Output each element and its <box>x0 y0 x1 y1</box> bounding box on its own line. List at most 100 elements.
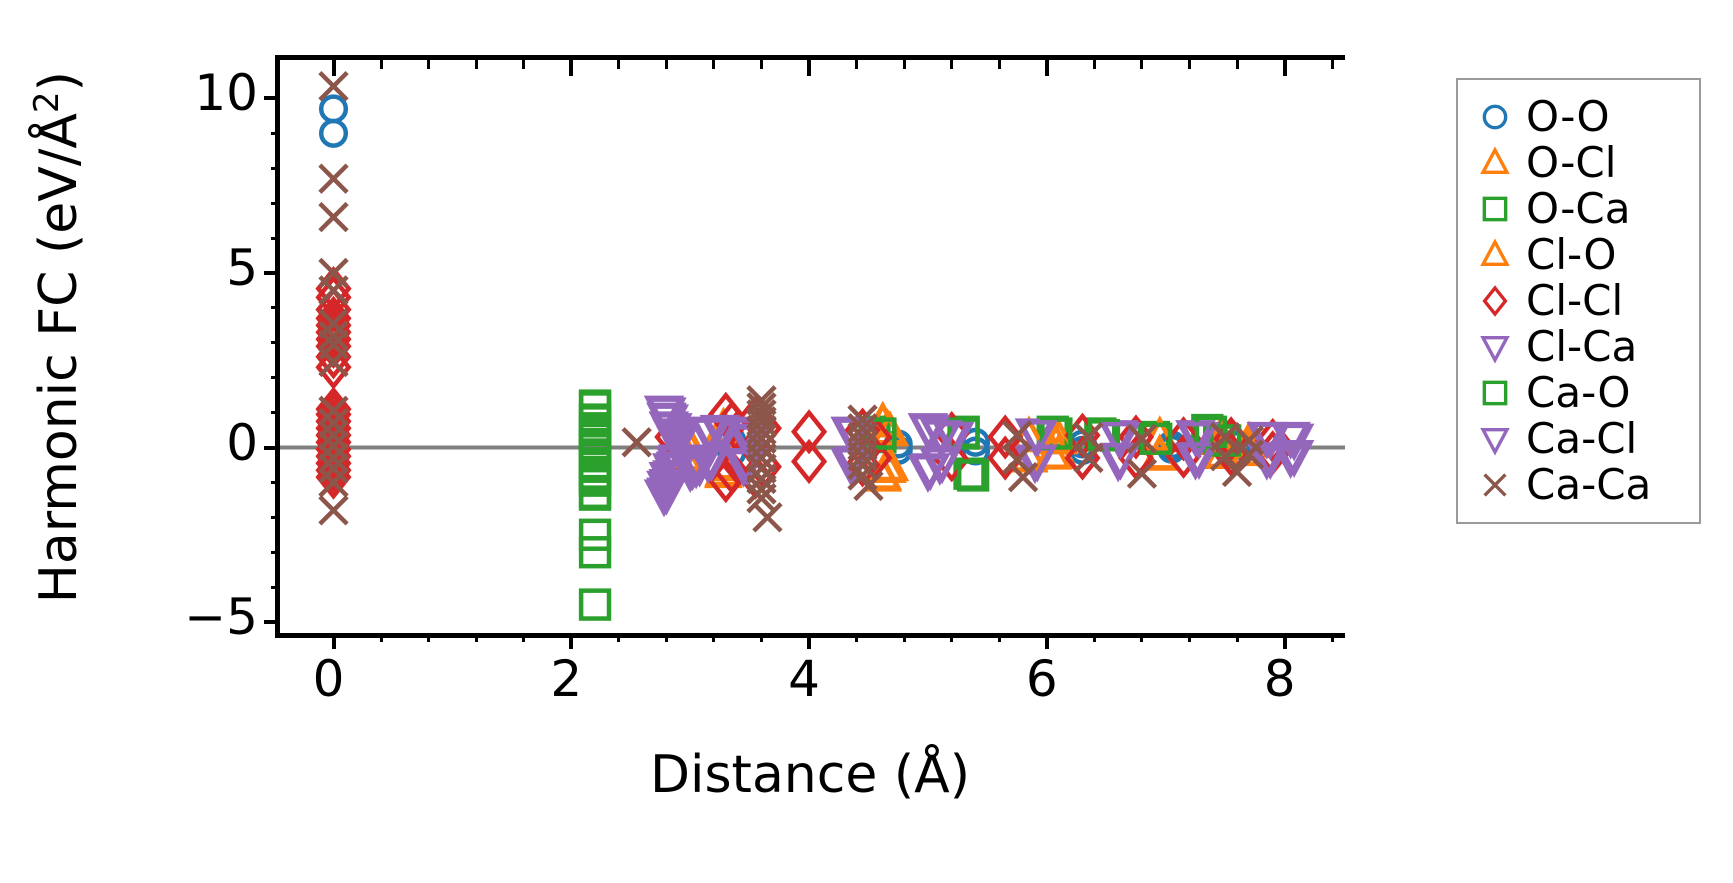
x-tick-minor-top <box>902 60 906 69</box>
y-tick-major <box>264 96 280 101</box>
x-tick-label: 8 <box>1263 650 1296 708</box>
legend-marker-icon <box>1474 282 1516 320</box>
legend-label: Ca-Ca <box>1526 460 1652 509</box>
x-tick-major-top <box>807 60 812 76</box>
data-point <box>318 407 349 439</box>
series-ca-ca <box>318 70 1265 533</box>
data-point <box>318 430 349 461</box>
data-point <box>1126 423 1158 454</box>
x-tick-minor-top <box>997 60 1001 69</box>
legend-item-cl-o[interactable]: Cl-O <box>1474 232 1685 278</box>
x-tick-minor-top <box>1092 60 1096 69</box>
y-tick-major <box>264 445 280 450</box>
legend-label: Ca-O <box>1526 368 1631 417</box>
legend-marker-icon <box>1474 466 1516 504</box>
x-tick-major <box>1282 633 1287 649</box>
series-cl-cl <box>315 266 1291 504</box>
y-tick-minor <box>271 236 280 240</box>
data-point <box>1007 461 1039 493</box>
x-tick-minor-top <box>760 60 763 69</box>
data-point <box>1001 420 1033 451</box>
y-axis-title: Harmonic FC (eV/Å2) <box>27 0 89 687</box>
data-point <box>1040 417 1073 450</box>
x-tick-minor <box>522 633 526 642</box>
data-canvas <box>280 60 1345 633</box>
data-point <box>318 163 349 194</box>
data-point <box>1178 442 1220 481</box>
y-tick-label: 0 <box>226 413 258 472</box>
x-tick-major <box>1044 633 1049 649</box>
x-tick-minor-top <box>855 60 859 69</box>
data-point <box>318 94 349 124</box>
data-point <box>1017 444 1058 483</box>
legend-marker-icon <box>1474 236 1516 274</box>
legend-marker-icon <box>1474 328 1516 366</box>
data-point <box>318 467 349 498</box>
data-point <box>1126 458 1158 489</box>
x-tick-minor <box>997 633 1001 642</box>
data-point <box>318 442 349 474</box>
legend-item-ca-cl[interactable]: Ca-Cl <box>1474 416 1685 462</box>
data-point <box>746 474 777 505</box>
data-point <box>1001 444 1033 475</box>
plot-area <box>264 55 1345 649</box>
y-axis-title-exponent: 2 <box>26 91 67 114</box>
data-point <box>853 470 884 502</box>
x-tick-minor <box>617 633 621 642</box>
data-point <box>1178 421 1220 460</box>
data-point <box>746 482 777 514</box>
legend-marker-icon <box>1474 420 1516 458</box>
x-tick-major <box>569 633 574 649</box>
x-tick-minor <box>1330 633 1334 642</box>
legend-marker-icon <box>1474 144 1516 182</box>
y-tick-minor <box>271 550 280 554</box>
legend-label: O-Ca <box>1526 184 1631 233</box>
data-point <box>1073 442 1104 474</box>
x-tick-minor-top <box>427 60 431 69</box>
legend-item-cl-ca[interactable]: Cl-Ca <box>1474 324 1685 370</box>
data-point <box>921 446 963 485</box>
legend-item-o-cl[interactable]: O-Cl <box>1474 140 1685 186</box>
data-point <box>318 275 349 306</box>
data-point <box>318 420 349 451</box>
legend-item-o-ca[interactable]: O-Ca <box>1474 186 1685 232</box>
data-point <box>790 438 828 485</box>
x-tick-minor <box>1140 633 1144 642</box>
x-tick-minor-top <box>712 60 716 69</box>
y-tick-minor <box>271 515 280 519</box>
x-tick-major <box>331 633 336 649</box>
y-axis-title-tail: ) <box>29 71 90 92</box>
legend-label: Cl-O <box>1526 230 1617 279</box>
data-point <box>1233 425 1265 456</box>
data-point <box>657 426 699 464</box>
x-tick-minor <box>1188 633 1191 642</box>
y-tick-minor <box>271 585 280 589</box>
data-point <box>318 320 349 351</box>
legend-item-ca-o[interactable]: Ca-O <box>1474 370 1685 416</box>
data-point <box>318 118 349 148</box>
data-point <box>621 427 652 458</box>
x-tick-minor-top <box>617 60 621 69</box>
legend-item-cl-cl[interactable]: Cl-Cl <box>1474 278 1685 324</box>
x-tick-label: 4 <box>788 650 820 708</box>
y-tick-major <box>264 620 280 625</box>
x-tick-minor <box>474 633 478 642</box>
y-tick-label: 5 <box>226 238 258 297</box>
x-tick-major-top <box>569 60 574 76</box>
x-tick-label: 0 <box>312 650 345 708</box>
data-point <box>315 323 352 369</box>
legend-item-o-o[interactable]: O-O <box>1474 94 1685 140</box>
x-tick-minor <box>712 633 716 642</box>
y-tick-minor <box>271 166 280 170</box>
data-point <box>318 70 349 102</box>
data-point <box>578 536 612 569</box>
legend-item-ca-ca[interactable]: Ca-Ca <box>1474 462 1685 508</box>
x-tick-minor <box>379 633 383 642</box>
data-point <box>752 502 783 533</box>
y-tick-minor <box>271 201 280 205</box>
x-tick-minor <box>760 633 763 642</box>
data-point <box>1017 420 1058 459</box>
x-tick-minor <box>902 633 906 642</box>
x-tick-major-top <box>331 60 336 76</box>
data-point <box>578 478 612 511</box>
